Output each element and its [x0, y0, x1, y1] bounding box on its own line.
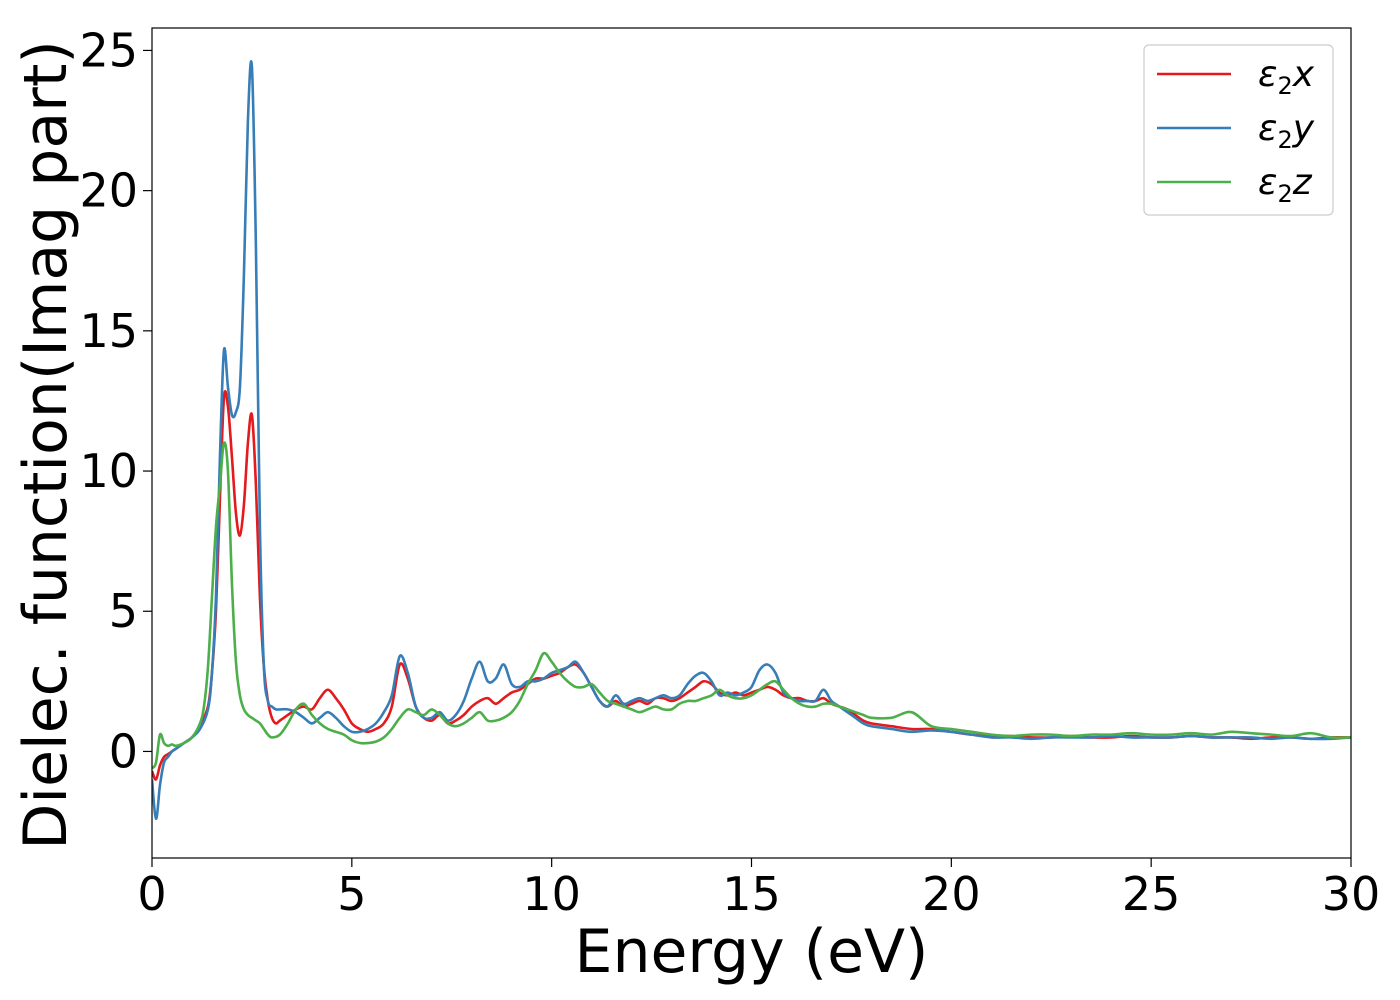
legend-box — [1143, 44, 1334, 216]
legend-label-y: ε2y — [1258, 108, 1315, 154]
series-layer — [152, 60, 1351, 821]
y-tick-label: 25 — [79, 23, 138, 77]
x-tick-label: 30 — [1322, 867, 1381, 921]
legend: ε2x ε2y ε2z — [1143, 44, 1334, 216]
legend-label-z: ε2z — [1258, 162, 1313, 208]
series-line-y — [152, 60, 1351, 821]
x-tick-label: 10 — [522, 867, 581, 921]
x-tick-label: 25 — [1122, 867, 1181, 921]
x-tick-label: 20 — [922, 867, 981, 921]
series-line-x — [152, 390, 1351, 781]
y-tick-label: 20 — [79, 164, 138, 218]
series-line-z — [152, 441, 1351, 770]
ticks-layer: 0 5 10 15 20 25 30 0 5 10 15 20 25 — [79, 23, 1380, 921]
legend-label-x: ε2x — [1258, 54, 1315, 100]
y-tick-label: 0 — [109, 724, 138, 778]
x-tick-label: 5 — [337, 867, 366, 921]
x-axis-label: Energy (eV) — [575, 917, 929, 987]
x-tick-label: 0 — [137, 867, 166, 921]
y-tick-label: 5 — [109, 584, 138, 638]
y-tick-label: 10 — [79, 444, 138, 498]
y-tick-label: 15 — [79, 304, 138, 358]
y-axis-label: Dielec. function(Imag part) — [11, 40, 81, 850]
x-tick-label: 15 — [722, 867, 781, 921]
